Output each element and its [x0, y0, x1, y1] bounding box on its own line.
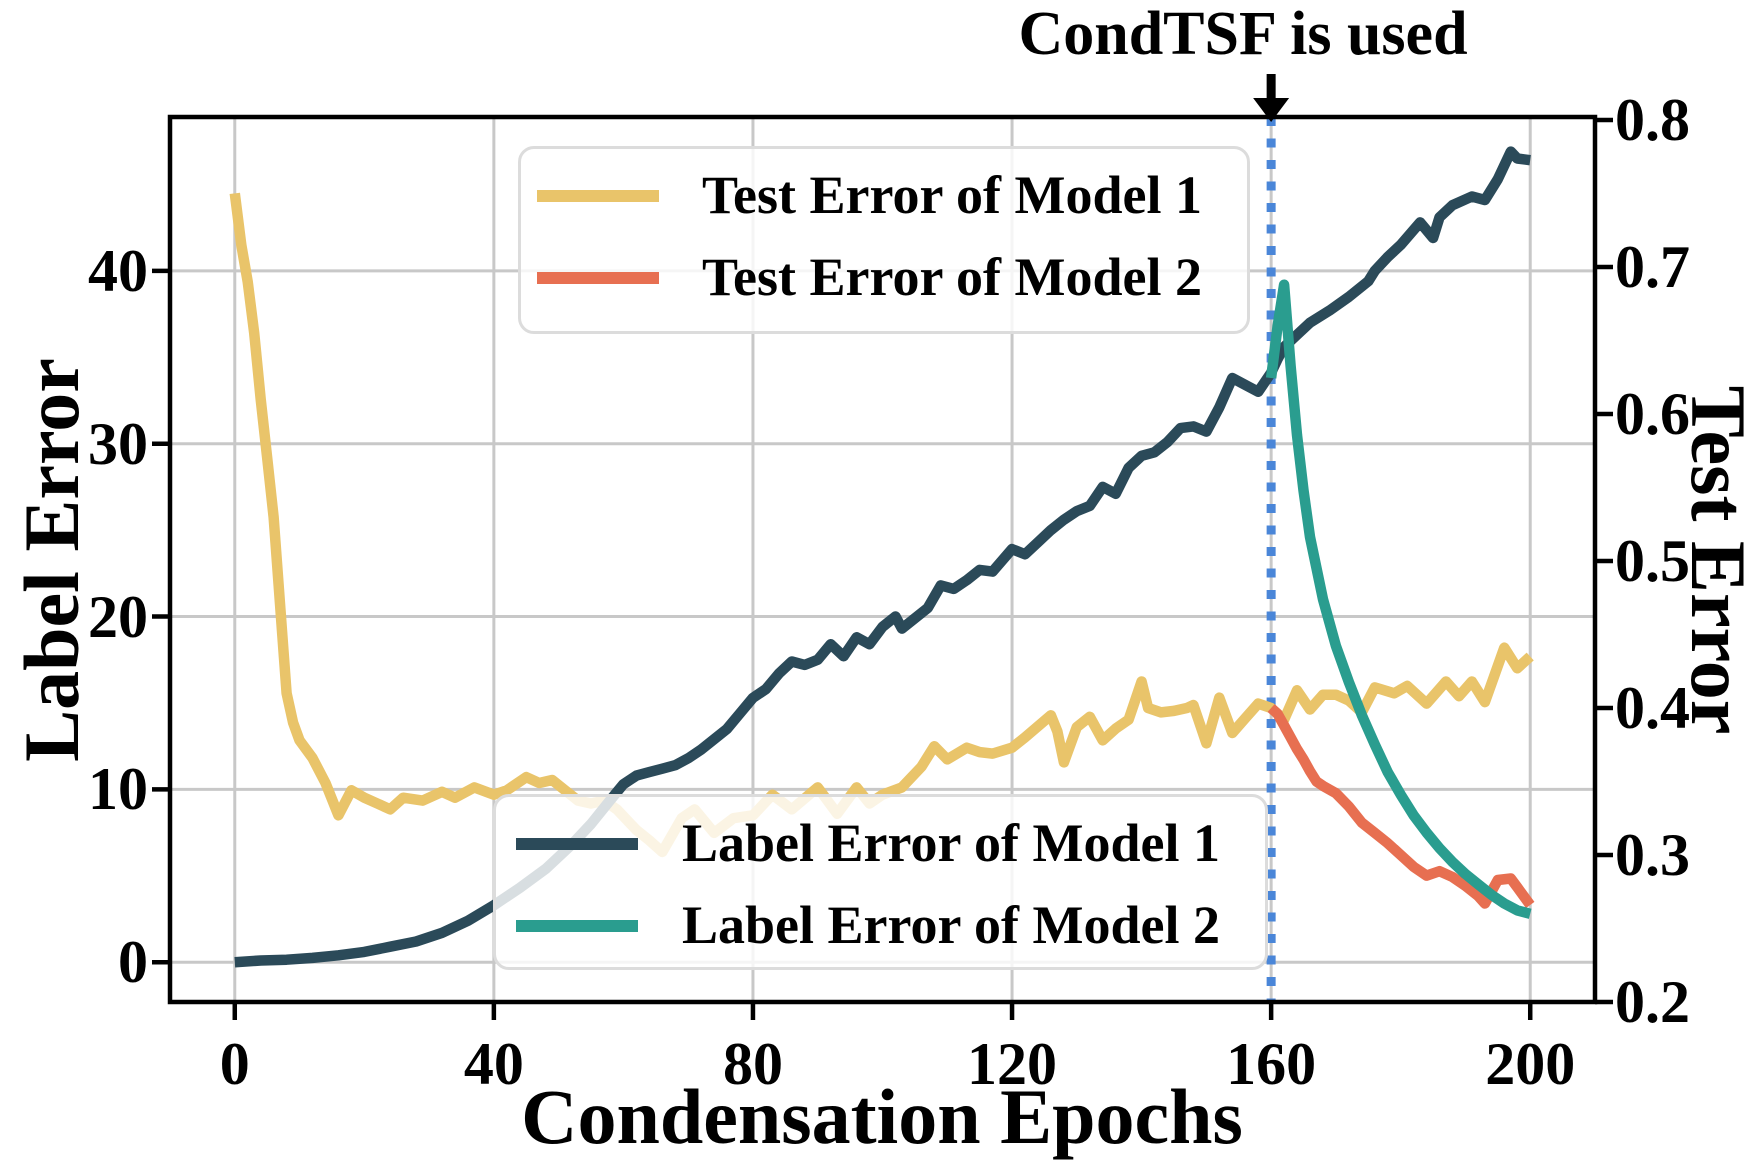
- legend-swatch-label_error_model_2: [516, 920, 638, 932]
- x-tick-label: 120: [967, 1031, 1058, 1097]
- y-left-tick-label: 10: [88, 756, 148, 823]
- legend-label: Test Error of Model 2: [702, 246, 1202, 307]
- y-left-axis-title: Label Error: [8, 358, 95, 762]
- x-tick-label: 40: [463, 1031, 524, 1097]
- y-right-tick-label: 0.8: [1615, 86, 1690, 153]
- y-right-axis-title: Test Error: [1675, 385, 1762, 735]
- condtsf-annotation: CondTSF is used: [1018, 0, 1468, 68]
- y-right-tick-label: 0.7: [1615, 233, 1690, 300]
- x-tick-label: 0: [219, 1031, 250, 1097]
- y-left-tick-label: 30: [88, 410, 148, 477]
- legend-label: Test Error of Model 1: [702, 164, 1202, 225]
- legend-label: Label Error of Model 2: [682, 894, 1220, 955]
- y-right-tick-label: 0.6: [1615, 380, 1690, 447]
- x-tick-label: 80: [722, 1031, 783, 1097]
- y-left-tick-label: 0: [118, 929, 148, 996]
- series-label_error_model_2: [1265, 279, 1532, 919]
- legend-swatch-label_error_model_1: [516, 838, 638, 850]
- annotation-arrow-stem: [1266, 74, 1276, 102]
- annotation-arrow-head: [1253, 98, 1290, 122]
- series-test_error_model_2: [1267, 704, 1535, 909]
- y-left-tick-label: 40: [88, 237, 148, 304]
- legend-swatch-test_error_model_1: [537, 190, 659, 202]
- x-axis-title: Condensation Epochs: [521, 1073, 1243, 1160]
- y-right-tick-label: 0.3: [1615, 821, 1690, 888]
- y-right-tick-label: 0.4: [1615, 674, 1690, 741]
- legend-swatch-test_error_model_2: [537, 272, 659, 284]
- x-tick-label: 200: [1485, 1031, 1576, 1097]
- y-right-tick-label: 0.2: [1615, 969, 1690, 1035]
- x-tick-label: 160: [1226, 1031, 1317, 1097]
- legend-test-error: Test Error of Model 1 Test Error of Model…: [518, 146, 1250, 334]
- y-right-tick-label: 0.5: [1615, 527, 1690, 594]
- legend-label-error: Label Error of Model 1 Label Error of Mod…: [493, 794, 1268, 970]
- legend-label: Label Error of Model 1: [682, 812, 1220, 873]
- y-left-tick-label: 20: [88, 583, 148, 650]
